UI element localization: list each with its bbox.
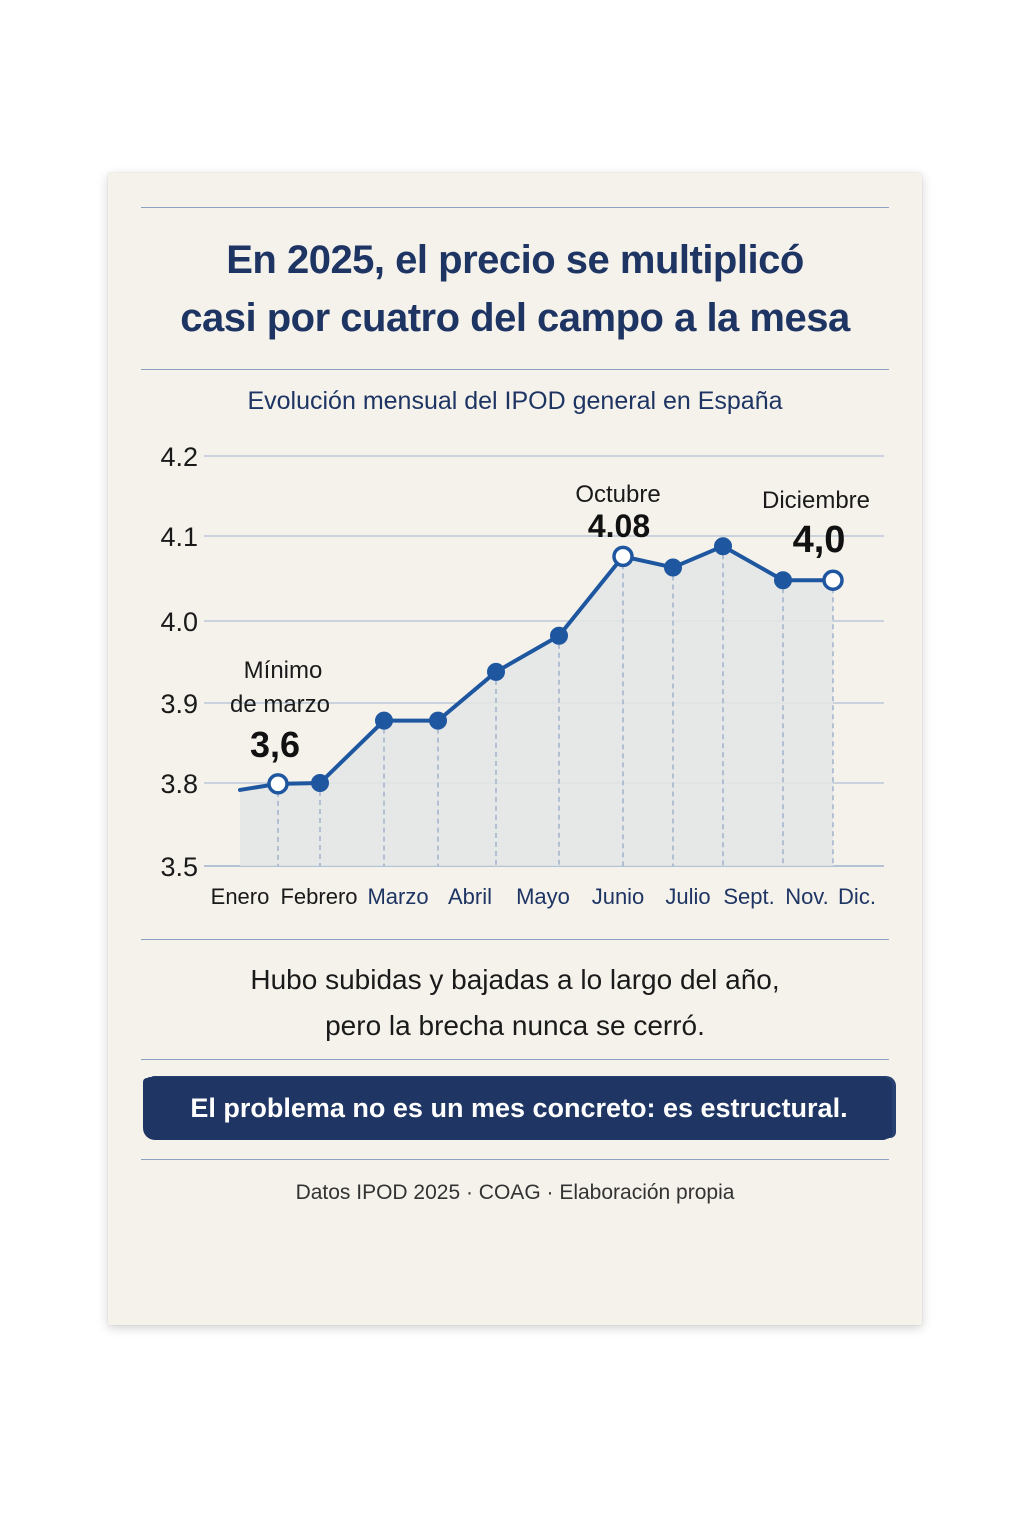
annotation-march-label: Mínimo (244, 657, 323, 684)
infographic-card: En 2025, el precio se multiplicó casi po… (108, 173, 922, 1325)
headline-line-2: casi por cuatro del campo a la mesa (180, 296, 850, 340)
x-tick-label: Mayo (516, 884, 570, 909)
title-rule (141, 369, 889, 370)
highlight-point (267, 773, 289, 795)
annotation-october-label: Octubre (575, 481, 660, 508)
x-tick-label: Sept. (723, 884, 774, 909)
x-tick-label: Abril (448, 884, 492, 909)
banner-bottom-rule (141, 1159, 889, 1160)
y-tick-label: 4.0 (160, 607, 198, 637)
y-tick-label: 3.9 (160, 689, 198, 719)
annotation-march-label: de marzo (230, 691, 330, 718)
chart-bottom-rule (141, 939, 889, 940)
x-tick-label: Nov. (785, 884, 829, 909)
source-note: Datos IPOD 2025 · COAG · Elaboración pro… (295, 1181, 735, 1204)
commentary-line-1: Hubo subidas y bajadas a lo largo del añ… (250, 964, 780, 995)
data-point (311, 774, 329, 792)
commentary-line-2: pero la brecha nunca se cerró. (325, 1010, 705, 1041)
conclusion-banner: El problema no es un mes concreto: es es… (146, 1077, 892, 1139)
top-rule (141, 207, 889, 208)
highlight-point (612, 545, 634, 568)
data-point (664, 558, 682, 577)
x-tick-label: Dic. (838, 884, 876, 909)
annotation-december-value: 4,0 (793, 519, 846, 561)
x-tick-label: Enero (211, 884, 270, 909)
annotation-october-value: 4.08 (588, 508, 650, 544)
headline-line-1: En 2025, el precio se multiplicó (226, 238, 804, 282)
banner-top-rule (141, 1059, 889, 1060)
annotation-march-value: 3,6 (250, 724, 300, 765)
y-tick-label: 3.8 (160, 769, 198, 799)
headline: En 2025, el precio se multiplicó casi po… (128, 231, 902, 347)
data-point (550, 626, 568, 645)
y-tick-label: 4.2 (160, 442, 198, 472)
highlight-point (822, 569, 844, 591)
ipod-line-chart: 3.5 3.8 3.9 4.0 4.1 4.2 Enero Febrero Marzo Abril… (160, 442, 884, 909)
x-tick-label: Julio (665, 884, 710, 909)
commentary: Hubo subidas y bajadas a lo largo del añ… (148, 957, 882, 1049)
x-tick-label: Junio (592, 884, 645, 909)
y-tick-label: 4.1 (160, 522, 198, 552)
data-point (375, 711, 393, 730)
area-fill (240, 546, 833, 866)
data-point (714, 537, 732, 556)
data-point (429, 711, 447, 730)
x-tick-label: Febrero (280, 884, 357, 909)
data-point (774, 571, 792, 590)
data-point (487, 662, 505, 681)
x-tick-label: Marzo (367, 884, 428, 909)
annotation-december-label: Diciembre (762, 487, 870, 514)
y-tick-label: 3.5 (160, 852, 198, 882)
chart-subtitle: Evolución mensual del IPOD general en Es… (247, 387, 783, 415)
